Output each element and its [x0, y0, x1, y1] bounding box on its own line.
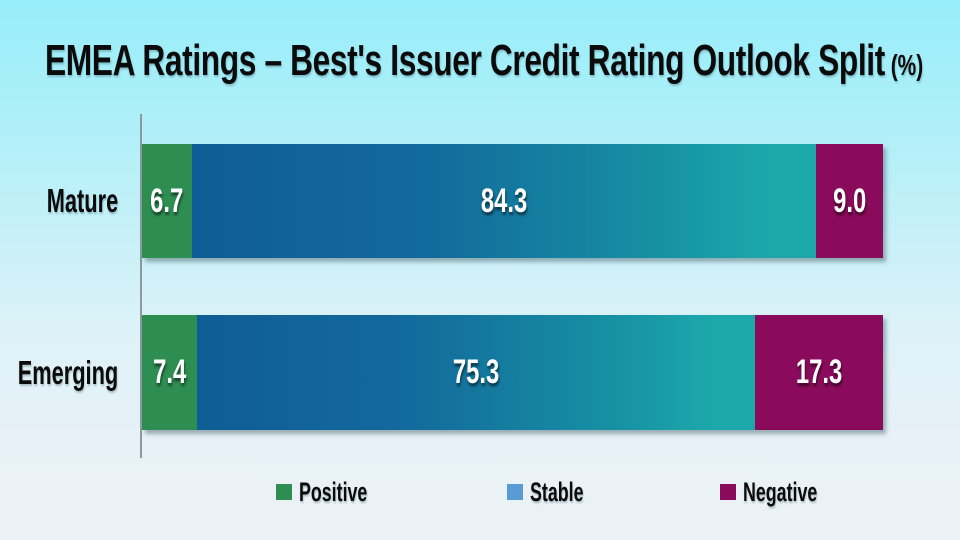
category-label-text: Mature	[46, 182, 118, 219]
legend-item-stable: Stable	[507, 477, 611, 507]
legend-item-label: Positive	[299, 476, 368, 507]
segment-value-label: 6.7	[150, 181, 184, 220]
legend-swatch-positive	[276, 484, 292, 500]
bar-row-mature: Mature 6.7 84.3 9.0	[0, 144, 960, 258]
chart-title-text: EMEA Ratings – Best's Issuer Credit Rati…	[45, 36, 885, 85]
legend-item-positive: Positive	[276, 477, 403, 507]
segment-value-label: 7.4	[152, 353, 186, 391]
chart-title: EMEA Ratings – Best's Issuer Credit Rati…	[45, 36, 923, 86]
stacked-bar-mature: 6.7 84.3 9.0	[142, 144, 883, 258]
segment-value-label: 9.0	[833, 181, 867, 220]
bar-segment-negative: 17.3	[754, 315, 883, 430]
legend-swatch-stable	[507, 484, 523, 500]
segment-value-label: 17.3	[795, 353, 843, 391]
bar-segment-stable: 84.3	[191, 144, 817, 258]
legend-swatch-negative	[720, 484, 736, 500]
legend-item-label: Stable	[530, 476, 584, 507]
bar-row-emerging: Emerging 7.4 75.3 17.3	[0, 315, 960, 430]
chart-title-percent-suffix: (%)	[890, 50, 924, 82]
stacked-bar-emerging: 7.4 75.3 17.3	[142, 315, 883, 430]
y-axis-line	[140, 114, 142, 458]
bar-segment-positive: 6.7	[142, 144, 192, 258]
bar-segment-stable: 75.3	[196, 315, 755, 430]
legend-item-label: Negative	[743, 476, 818, 507]
category-label-text: Emerging	[17, 353, 118, 391]
bar-segment-negative: 9.0	[816, 144, 883, 258]
segment-value-label: 84.3	[480, 181, 528, 220]
segment-value-label: 75.3	[452, 353, 499, 391]
category-label-mature: Mature	[0, 144, 118, 258]
legend-item-negative: Negative	[720, 477, 856, 507]
category-label-emerging: Emerging	[0, 315, 118, 430]
bar-segment-positive: 7.4	[142, 315, 197, 430]
